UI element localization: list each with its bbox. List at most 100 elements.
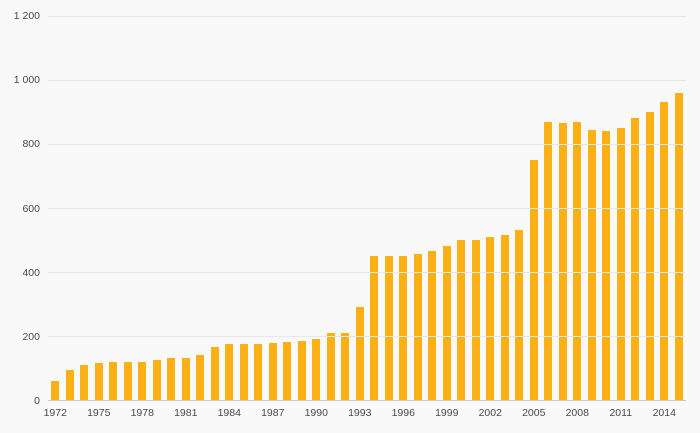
bar-slot-2001 (469, 16, 484, 400)
bar-1978[interactable] (138, 361, 147, 400)
bar-1986[interactable] (254, 344, 263, 400)
bar-slot-1975: 1975 (87, 16, 110, 419)
bar-slot-2003 (498, 16, 513, 400)
bar-2007[interactable] (558, 123, 567, 400)
bar-slot-1995 (382, 16, 397, 400)
bar-slot-1989 (295, 16, 310, 400)
bar-slot-1979 (150, 16, 165, 400)
bar-1985[interactable] (239, 344, 248, 400)
bar-1984[interactable] (225, 344, 234, 400)
bar-1982[interactable] (196, 355, 205, 400)
bar-slot-2006 (541, 16, 556, 400)
bar-1994[interactable] (370, 256, 379, 400)
gridline-800 (48, 144, 686, 145)
gridline-600 (48, 208, 686, 209)
bar-slot-2011: 2011 (609, 16, 632, 419)
bar-slot-1985 (237, 16, 252, 400)
bar-1972[interactable] (51, 380, 60, 400)
bar-1983[interactable] (210, 347, 219, 400)
bar-slot-2007 (556, 16, 571, 400)
bar-1989[interactable] (297, 340, 306, 400)
bar-1996[interactable] (399, 256, 408, 400)
bar-2006[interactable] (544, 121, 553, 400)
bar-2015[interactable] (674, 92, 683, 400)
y-tick-label-1000: 1 000 (13, 74, 40, 87)
y-axis: 0 200 400 600 800 1 000 1 200 (0, 10, 46, 407)
bar-slot-1978: 1978 (131, 16, 154, 419)
gridline-1000 (48, 80, 686, 81)
y-tick-label-600: 600 (22, 202, 40, 215)
bar-1988[interactable] (283, 342, 292, 400)
bar-1991[interactable] (326, 332, 335, 400)
y-tick-label-200: 200 (22, 330, 40, 343)
x-tick-label-1981: 1981 (174, 407, 198, 419)
bar-1997[interactable] (413, 254, 422, 400)
bar-slot-1974 (77, 16, 92, 400)
bar-slot-1990: 1990 (305, 16, 328, 419)
bar-slot-1992 (338, 16, 353, 400)
bar-1981[interactable] (181, 358, 190, 400)
bar-2005[interactable] (529, 160, 538, 400)
bar-2011[interactable] (616, 128, 625, 400)
bar-1993[interactable] (355, 307, 364, 400)
bar-slot-2005: 2005 (522, 16, 545, 419)
bar-slot-1997 (411, 16, 426, 400)
bar-slot-1987: 1987 (261, 16, 284, 419)
plot-area: 1972 1975 1978 1981 1984 1987 1990 1993 1996 1999… (44, 16, 687, 419)
bars-container: 1972 1975 1978 1981 1984 1987 1990 1993 1996 1999… (44, 16, 687, 419)
bar-1990[interactable] (312, 339, 321, 400)
x-tick-label-2014: 2014 (652, 407, 676, 419)
bar-slot-2013 (643, 16, 658, 400)
bar-1975[interactable] (94, 363, 103, 400)
bar-slot-1981: 1981 (174, 16, 197, 419)
bar-slot-1983 (208, 16, 223, 400)
bar-slot-1973 (63, 16, 78, 400)
x-tick-label-1999: 1999 (435, 407, 459, 419)
bar-1999[interactable] (442, 246, 451, 400)
bar-1973[interactable] (65, 369, 74, 400)
bar-2010[interactable] (602, 131, 611, 400)
bar-2008[interactable] (573, 121, 582, 400)
bar-2004[interactable] (515, 230, 524, 400)
bar-slot-1984: 1984 (218, 16, 241, 419)
y-tick-label-400: 400 (22, 266, 40, 279)
bar-2013[interactable] (645, 112, 654, 400)
bar-1980[interactable] (167, 358, 176, 400)
x-tick-label-1975: 1975 (87, 407, 111, 419)
bar-2012[interactable] (631, 118, 640, 400)
bar-1976[interactable] (109, 361, 118, 400)
bar-2001[interactable] (471, 240, 480, 400)
bar-2000[interactable] (457, 240, 466, 400)
bar-2014[interactable] (660, 102, 669, 400)
bar-slot-1986 (251, 16, 266, 400)
bar-2002[interactable] (486, 236, 495, 400)
x-tick-label-1990: 1990 (304, 407, 328, 419)
x-tick-label-2008: 2008 (565, 407, 589, 419)
bar-slot-1982 (193, 16, 208, 400)
bar-1979[interactable] (152, 360, 161, 400)
x-tick-label-2011: 2011 (609, 407, 633, 419)
bar-slot-2009 (585, 16, 600, 400)
bar-1974[interactable] (80, 364, 89, 400)
x-tick-label-1993: 1993 (348, 407, 372, 419)
bar-2009[interactable] (587, 129, 596, 400)
bar-1995[interactable] (384, 256, 393, 400)
bar-2003[interactable] (500, 235, 509, 400)
bar-slot-2015 (672, 16, 687, 400)
bar-slot-1988 (280, 16, 295, 400)
bar-1992[interactable] (341, 332, 350, 400)
y-tick-label-1200: 1 200 (13, 10, 40, 22)
bar-slot-1994 (367, 16, 382, 400)
bar-slot-1996: 1996 (392, 16, 415, 419)
bar-slot-2004 (512, 16, 527, 400)
bar-slot-2002: 2002 (479, 16, 502, 419)
bar-slot-1972: 1972 (44, 16, 67, 419)
x-tick-label-1972: 1972 (43, 407, 67, 419)
gridline-200 (48, 336, 686, 337)
bar-1977[interactable] (123, 361, 132, 400)
bar-1998[interactable] (428, 251, 437, 400)
bar-slot-2010 (599, 16, 614, 400)
bar-1987[interactable] (268, 343, 277, 400)
bar-slot-1980 (164, 16, 179, 400)
